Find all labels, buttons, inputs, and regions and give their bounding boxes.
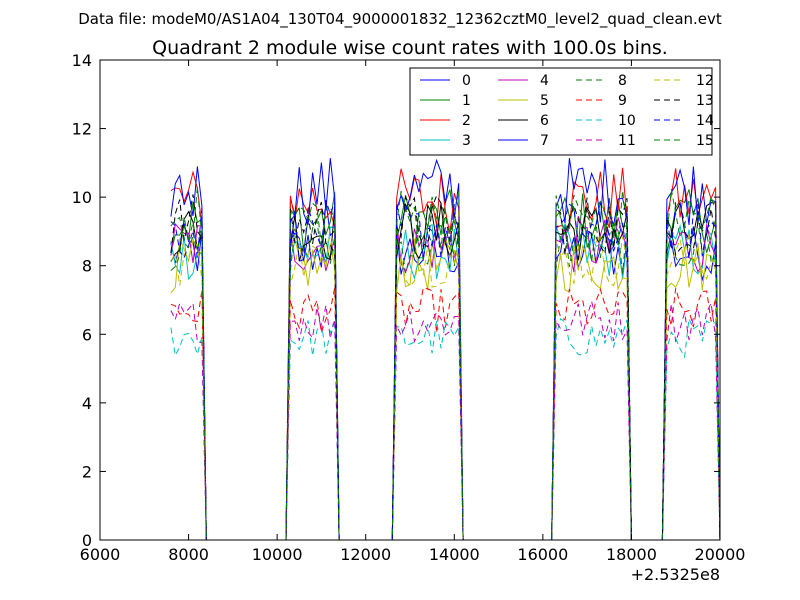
legend-label: 7 [540,133,549,149]
chart-suptitle: Data file: modeM0/AS1A04_130T04_90000018… [78,10,722,29]
legend-label: 11 [618,133,636,149]
y-tick-label: 6 [82,325,92,344]
series-line-13 [170,194,721,541]
y-tick-label: 12 [72,120,92,139]
legend-label: 3 [462,133,471,149]
series-line-5 [170,237,721,541]
series-line-7 [170,158,721,541]
y-tick-label: 0 [82,531,92,550]
series-line-15 [170,187,721,541]
x-offset-label: +2.5325e8 [631,565,720,584]
series-line-4 [170,216,721,541]
series-line-9 [170,287,721,541]
y-tick-label: 8 [82,257,92,276]
x-tick-label: 14000 [429,545,480,564]
plot-frame [99,59,721,541]
legend-label: 5 [540,93,549,109]
legend-label: 1 [462,93,471,109]
legend-label: 4 [540,73,549,89]
y-tick-label: 4 [82,394,92,413]
series-line-0 [170,200,721,541]
x-tick-label: 10000 [252,545,303,564]
x-tick-label: 18000 [606,545,657,564]
legend-box [409,67,713,156]
axis-ticks: 6000 8000 10000 12000 14000 16000 18000 20000 0 2… [72,51,746,564]
series-line-10 [170,316,721,541]
x-tick-label: 8000 [168,545,209,564]
legend-label: 14 [696,113,714,129]
y-tick-label: 2 [82,462,92,481]
legend-label: 13 [696,93,714,109]
series-line-8 [170,215,721,541]
x-tick-label: 16000 [517,545,568,564]
legend-label: 6 [540,113,549,129]
legend-label: 8 [618,73,627,89]
y-tick-label: 14 [72,51,92,70]
legend-label: 12 [696,73,714,89]
series-line-11 [170,299,721,541]
plot-lines [170,158,721,541]
chart-title: Quadrant 2 module wise count rates with … [152,37,668,59]
legend-label: 9 [618,93,627,109]
series-line-14 [170,200,721,541]
series-line-1 [170,189,721,541]
x-tick-label: 12000 [340,545,391,564]
legend-label: 2 [462,113,471,129]
series-line-12 [170,233,721,541]
x-tick-label: 6000 [80,545,121,564]
series-line-3 [170,222,721,541]
y-tick-label: 10 [72,188,92,207]
series-line-6 [170,201,721,541]
series-line-2 [170,167,721,541]
x-tick-label: 20000 [695,545,746,564]
legend-label: 15 [696,133,714,149]
legend-label: 0 [462,73,471,89]
legend-label: 10 [618,113,636,129]
